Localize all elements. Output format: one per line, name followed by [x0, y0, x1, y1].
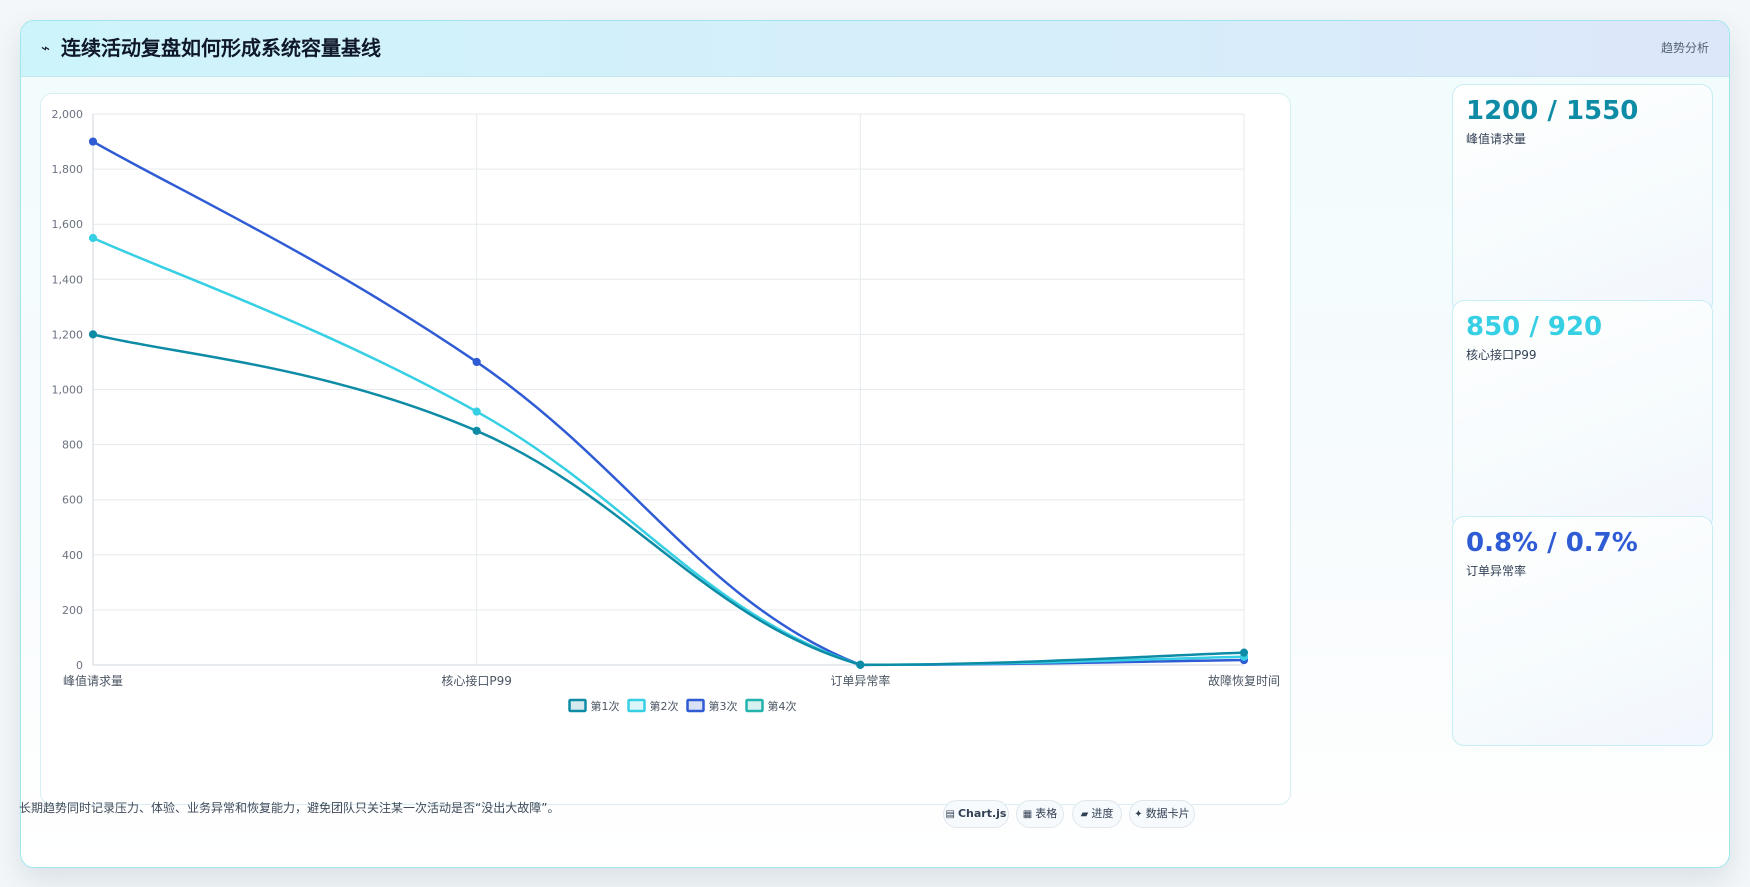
stat-value: 0.8% / 0.7%	[1466, 528, 1638, 558]
legend-label: 第4次	[768, 699, 797, 713]
stat-card-p99: 850 / 920 核心接口P99	[1452, 300, 1713, 530]
stat-value: 850 / 920	[1466, 312, 1603, 342]
data-point	[88, 330, 98, 339]
dashboard-card: ⌁ 连续活动复盘如何形成系统容量基线 趋势分析 0 200 400 600 800 1,0…	[20, 20, 1730, 868]
y-tick-label: 1,200	[52, 328, 84, 341]
data-point	[472, 407, 481, 416]
legend-swatch	[745, 698, 764, 713]
card-header: ⌁ 连续活动复盘如何形成系统容量基线 趋势分析	[21, 21, 1729, 77]
y-tick-label: 1,600	[52, 218, 84, 231]
trend-icon: ⌁	[41, 39, 51, 57]
page-title: 连续活动复盘如何形成系统容量基线	[61, 36, 381, 60]
y-tick-label: 400	[62, 549, 83, 562]
legend-label: 第1次	[591, 699, 620, 713]
pill-table[interactable]: ▦ 表格	[1016, 800, 1064, 828]
x-tick-label: 订单异常率	[830, 673, 890, 688]
y-tick-label: 800	[62, 439, 83, 452]
y-tick-label: 600	[62, 494, 83, 507]
footer-note: 长期趋势同时记录压力、体验、业务异常和恢复能力，避免团队只关注某一次活动是否“没…	[19, 801, 560, 815]
table-icon: ▦	[1022, 809, 1033, 820]
x-tick-label: 核心接口P99	[441, 673, 512, 688]
line-chart: 0 200 400 600 800 1,000 1,200 1,400 1,600 1,800 2,…	[52, 108, 1281, 713]
legend-label: 第2次	[650, 699, 679, 713]
data-point	[856, 660, 865, 669]
data-point	[1239, 648, 1249, 657]
data-point	[88, 137, 98, 146]
series-line	[92, 333, 1245, 667]
pill-label: 进度	[1091, 807, 1114, 820]
y-tick-label: 1,000	[52, 384, 84, 397]
data-point	[472, 357, 481, 367]
pill-progress[interactable]: ▰ 进度	[1072, 800, 1122, 828]
pill-data-cards[interactable]: ✦ 数据卡片	[1129, 800, 1195, 828]
progress-icon: ▰	[1080, 809, 1089, 820]
stat-label: 核心接口P99	[1466, 348, 1537, 362]
y-tick-label: 1,800	[52, 163, 84, 176]
chart-panel: 0 200 400 600 800 1,000 1,200 1,400 1,600 1,800 2,…	[40, 93, 1291, 805]
chart-icon: ▤	[945, 809, 955, 820]
stat-card-error-rate: 0.8% / 0.7% 订单异常率	[1452, 516, 1713, 746]
stat-value: 1200 / 1550	[1466, 96, 1639, 126]
stat-card-peak-requests: 1200 / 1550 峰值请求量	[1452, 84, 1713, 314]
data-point	[472, 426, 481, 435]
legend-swatch	[686, 698, 705, 713]
sparkle-icon: ✦	[1134, 809, 1143, 820]
y-tick-label: 200	[62, 604, 83, 617]
legend-label: 第3次	[709, 699, 738, 713]
legend-swatch	[627, 698, 646, 713]
x-tick-label: 峰值请求量	[63, 673, 123, 688]
y-tick-label: 1,400	[52, 273, 84, 286]
stat-label: 峰值请求量	[1466, 132, 1527, 146]
legend-swatch	[568, 698, 587, 713]
x-tick-label: 故障恢复时间	[1208, 673, 1280, 688]
series-line	[92, 236, 1245, 667]
pill-label: 表格	[1035, 807, 1058, 820]
analysis-tag: 趋势分析	[1660, 41, 1709, 55]
pill-chartjs[interactable]: ▤ Chart.js	[943, 800, 1009, 828]
series-line	[92, 140, 1245, 667]
y-tick-label: 2,000	[52, 108, 84, 121]
y-tick-label: 0	[76, 659, 83, 672]
pill-label: Chart.js	[957, 807, 1007, 820]
data-point	[88, 233, 98, 243]
stat-label: 订单异常率	[1466, 564, 1527, 578]
pill-label: 数据卡片	[1145, 807, 1190, 820]
